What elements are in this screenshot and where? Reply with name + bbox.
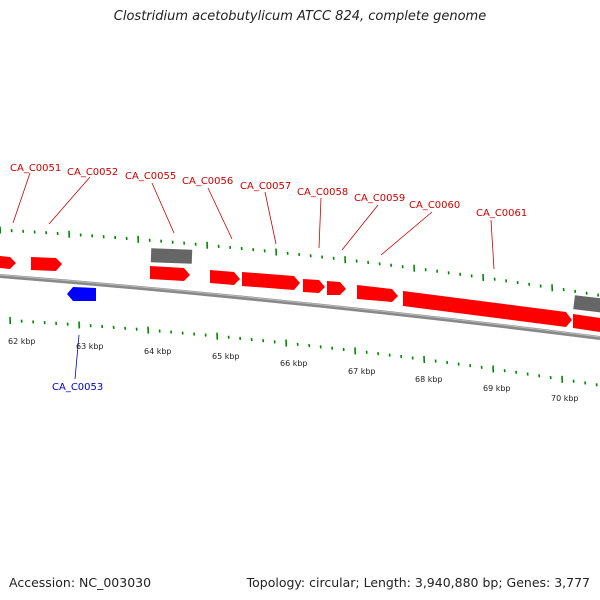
inner-tick-ring [9,317,598,387]
forward-gene[interactable] [31,257,62,271]
scale-label: 62 kbp [8,337,36,346]
scale-label: 64 kbp [144,347,172,356]
gene-label[interactable]: CA_C0052 [67,167,118,178]
forward-gene[interactable] [573,314,600,332]
other-feature[interactable] [573,295,600,313]
scale-label: 70 kbp [551,394,579,403]
label-leader-reverse [74,334,80,380]
topology-text: Topology: circular; Length: 3,940,880 bp… [246,575,590,590]
reverse-gene[interactable] [67,287,96,301]
scale-label: 65 kbp [212,352,240,361]
label-leaders [12,172,495,270]
gene-label[interactable]: CA_C0061 [476,208,527,219]
forward-gene[interactable] [403,291,572,327]
forward-gene[interactable] [242,272,300,290]
outer-tick-ring [0,226,600,297]
backbone-highlight [0,274,600,338]
backbone [0,274,600,340]
forward-gene[interactable] [303,279,325,293]
scale-label: 68 kbp [415,375,443,384]
forward-gene[interactable] [210,270,240,285]
gene-label[interactable]: CA_C0059 [354,193,405,204]
forward-gene[interactable] [150,266,190,281]
forward-gene[interactable] [0,256,16,269]
forward-gene[interactable] [357,285,398,302]
gene-label[interactable]: CA_C0051 [10,163,61,174]
gene-label[interactable]: CA_C0056 [182,176,233,187]
map-title: Clostridium acetobutylicum ATCC 824, com… [113,9,487,24]
scale-label: 63 kbp [76,342,104,351]
gene-label[interactable]: CA_C0053 [52,382,103,393]
forward-gene[interactable] [327,281,346,295]
accession-text: Accession: NC_003030 [9,575,152,590]
gene-label[interactable]: CA_C0057 [240,181,291,192]
scale-label: 69 kbp [483,384,511,393]
other-feature[interactable] [150,248,193,264]
gene-label[interactable]: CA_C0058 [297,187,348,198]
scale-label: 66 kbp [280,359,308,368]
gene-label[interactable]: CA_C0060 [409,200,460,211]
gene-label[interactable]: CA_C0055 [125,171,176,182]
scale-label: 67 kbp [348,367,376,376]
